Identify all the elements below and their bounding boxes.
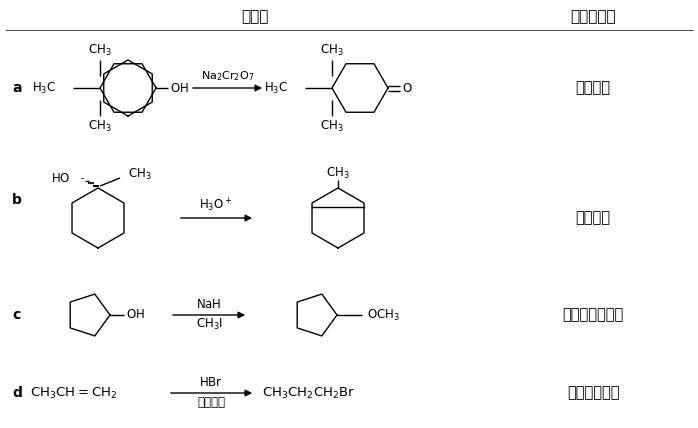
Text: $\mathrm{CH_3}$: $\mathrm{CH_3}$ [88, 42, 112, 57]
Text: $\mathrm{H_3C}$: $\mathrm{H_3C}$ [32, 80, 56, 95]
Text: $\mathrm{CH_3}$: $\mathrm{CH_3}$ [88, 119, 112, 134]
Text: $\mathrm{HBr}$: $\mathrm{HBr}$ [199, 375, 223, 389]
Text: ラジカル反応: ラジカル反応 [567, 386, 619, 401]
Text: b: b [12, 193, 22, 207]
Text: 反　応: 反 応 [242, 9, 269, 24]
Text: $\mathrm{OCH_3}$: $\mathrm{OCH_3}$ [367, 307, 400, 323]
Text: $\mathrm{CH_3}$: $\mathrm{CH_3}$ [128, 166, 151, 181]
Text: $\mathrm{O}$: $\mathrm{O}$ [402, 81, 413, 95]
Text: $\mathrm{Na_2Cr_2O_7}$: $\mathrm{Na_2Cr_2O_7}$ [201, 69, 255, 83]
Text: $\mathrm{NaH}$: $\mathrm{NaH}$ [196, 297, 222, 310]
Text: 加溶媒分解反応: 加溶媒分解反応 [563, 307, 623, 323]
Text: 反応の分類: 反応の分類 [570, 9, 616, 24]
Text: 酸化反応: 酸化反応 [575, 80, 611, 95]
Text: $\mathrm{H_3O^+}$: $\mathrm{H_3O^+}$ [199, 196, 232, 214]
Text: $\mathrm{OH}$: $\mathrm{OH}$ [170, 81, 189, 95]
Text: $\mathrm{CH_3}$: $\mathrm{CH_3}$ [320, 119, 344, 134]
Text: $\mathrm{HO}$: $\mathrm{HO}$ [50, 172, 70, 184]
Text: $\mathrm{H_3C}$: $\mathrm{H_3C}$ [264, 80, 288, 95]
Text: d: d [12, 386, 22, 400]
Text: c: c [12, 308, 20, 322]
Text: $\mathrm{CH_3}$: $\mathrm{CH_3}$ [320, 42, 344, 57]
Text: $\mathrm{OH}$: $\mathrm{OH}$ [126, 309, 145, 321]
Text: $\mathrm{CH_3}$: $\mathrm{CH_3}$ [326, 166, 350, 181]
Text: $\mathrm{CH_3CH{=}CH_2}$: $\mathrm{CH_3CH{=}CH_2}$ [30, 386, 117, 401]
Text: a: a [12, 81, 22, 95]
Text: 過酸化物: 過酸化物 [197, 396, 225, 410]
Text: $\mathrm{CH_3I}$: $\mathrm{CH_3I}$ [195, 316, 223, 332]
Text: 還元反応: 還元反応 [575, 211, 611, 226]
Text: $\mathrm{CH_3CH_2CH_2Br}$: $\mathrm{CH_3CH_2CH_2Br}$ [262, 386, 355, 401]
